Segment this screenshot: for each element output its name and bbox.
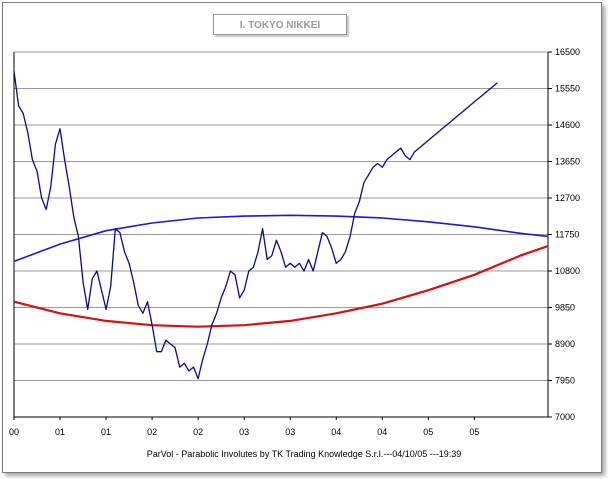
footer-credit: ParVol - Parabolic Involutes by TK Tradi… bbox=[146, 449, 462, 459]
price-series-line bbox=[13, 71, 498, 380]
chart-title-box: I. TOKYO NIKKEI bbox=[213, 14, 347, 35]
y-tick-label-0: 16500 bbox=[555, 47, 580, 57]
chart-title: I. TOKYO NIKKEI bbox=[239, 20, 321, 31]
y-tick-label-2: 14600 bbox=[555, 120, 580, 130]
x-tick-label-2: 01 bbox=[101, 427, 111, 437]
y-tick-label-3: 13650 bbox=[555, 157, 580, 167]
x-tick-label-1: 01 bbox=[55, 427, 65, 437]
y-tick-label-9: 7950 bbox=[555, 376, 575, 386]
x-tick-label-6: 03 bbox=[285, 427, 295, 437]
x-tick-label-5: 03 bbox=[239, 427, 249, 437]
y-tick-label-8: 8900 bbox=[555, 339, 575, 349]
y-tick-label-7: 9850 bbox=[555, 303, 575, 313]
x-tick-label-9: 05 bbox=[423, 427, 433, 437]
lower-parabola-line bbox=[13, 244, 549, 328]
upper-parabola-line bbox=[13, 214, 549, 263]
y-tick-label-1: 15550 bbox=[555, 84, 580, 94]
x-tick-label-3: 02 bbox=[147, 427, 157, 437]
y-tick-label-10: 7000 bbox=[555, 412, 575, 422]
x-tick-label-10: 05 bbox=[469, 427, 479, 437]
chart-frame bbox=[2, 2, 602, 473]
x-tick-label-7: 04 bbox=[331, 427, 341, 437]
y-tick-label-6: 10800 bbox=[555, 266, 580, 276]
x-tick-label-0: 00 bbox=[9, 427, 19, 437]
x-tick-label-8: 04 bbox=[377, 427, 387, 437]
y-tick-label-4: 12700 bbox=[555, 193, 580, 203]
y-tick-label-5: 11750 bbox=[555, 230, 579, 240]
x-tick-label-4: 02 bbox=[193, 427, 203, 437]
